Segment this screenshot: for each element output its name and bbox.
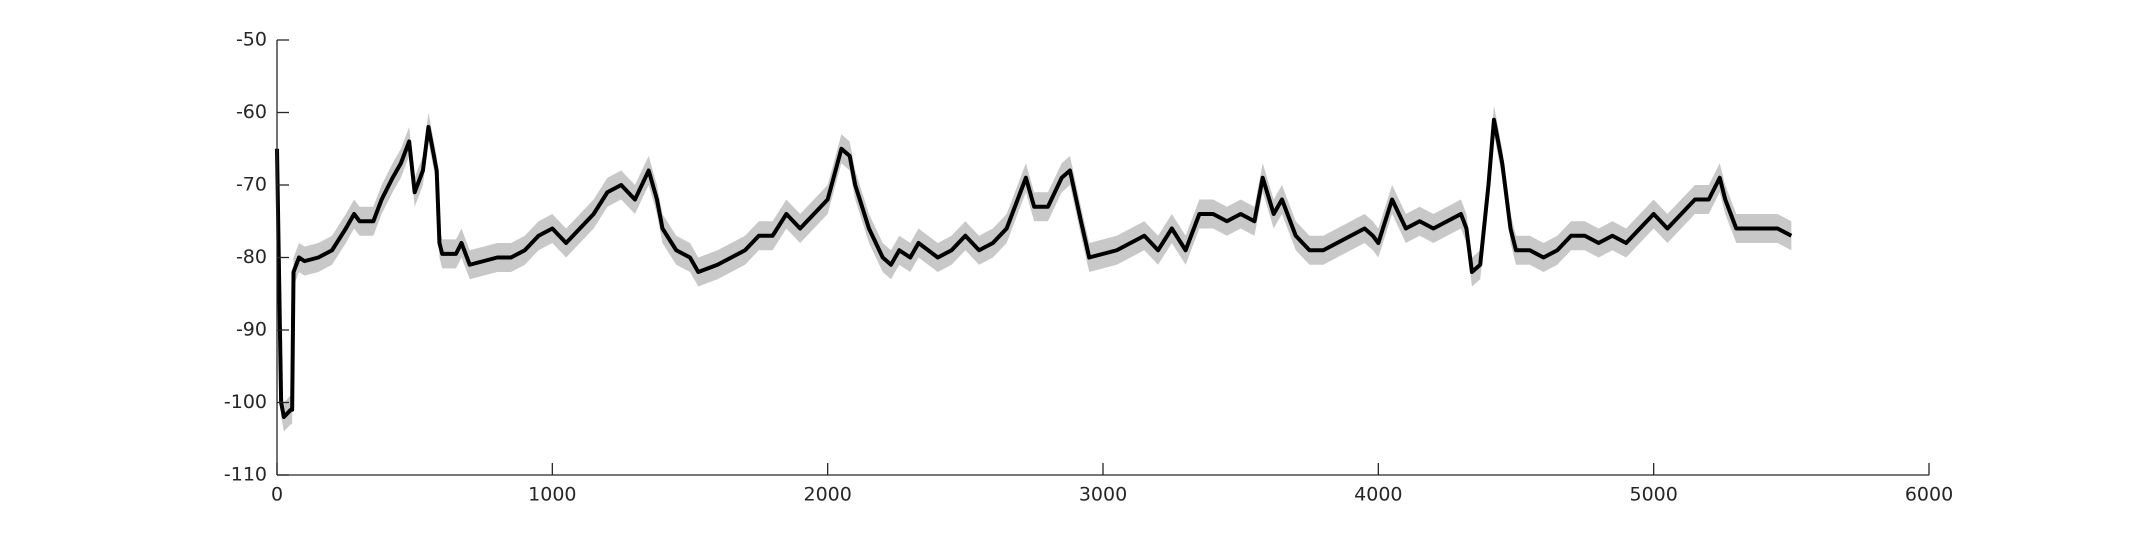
x-tick-label: 5000 xyxy=(1629,484,1677,506)
line xyxy=(275,117,1793,419)
x-tick-label: 1000 xyxy=(528,484,576,506)
y-tick-label: -90 xyxy=(236,319,267,341)
y-tick-label: -110 xyxy=(224,464,267,486)
y-tick-label: -80 xyxy=(236,246,267,268)
x-tick-label: 6000 xyxy=(1905,484,1953,506)
y-tick-label: -100 xyxy=(224,391,267,413)
x-tick-label: 2000 xyxy=(803,484,851,506)
y-tick-label: -50 xyxy=(236,29,267,51)
x-tick-label: 4000 xyxy=(1354,484,1402,506)
y-tick-label: -60 xyxy=(236,101,267,123)
x-tick-label: 3000 xyxy=(1079,484,1127,506)
x-tick-label: 0 xyxy=(271,484,283,506)
band xyxy=(277,105,1792,432)
y-tick-label: -70 xyxy=(236,174,267,196)
